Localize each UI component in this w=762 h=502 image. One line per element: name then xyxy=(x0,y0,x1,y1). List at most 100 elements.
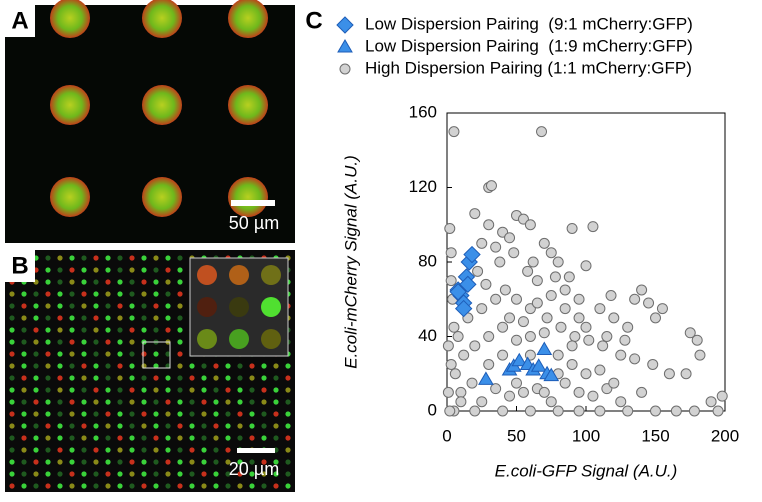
array-spot xyxy=(189,471,195,477)
array-spot xyxy=(33,435,39,441)
array-spot xyxy=(81,483,87,489)
point xyxy=(469,405,481,417)
x-tick-label: 50 xyxy=(507,426,526,445)
array-spot xyxy=(201,459,207,465)
array-spot xyxy=(45,387,51,393)
point xyxy=(688,405,700,417)
array-spot xyxy=(129,279,135,285)
array-spot xyxy=(81,411,87,417)
point xyxy=(442,340,454,352)
array-spot xyxy=(81,471,87,477)
point xyxy=(580,368,592,380)
array-spot xyxy=(117,315,123,321)
point xyxy=(545,247,557,259)
point xyxy=(594,405,606,417)
array-spot xyxy=(105,363,111,369)
array-spot xyxy=(9,315,15,321)
array-spot xyxy=(153,303,159,309)
array-spot xyxy=(33,471,39,477)
array-spot xyxy=(69,339,75,345)
array-spot xyxy=(57,351,63,357)
array-spot xyxy=(21,435,27,441)
array-spot xyxy=(141,303,147,309)
array-spot xyxy=(57,327,63,333)
array-spot xyxy=(9,291,15,297)
array-spot xyxy=(189,447,195,453)
array-spot xyxy=(81,315,87,321)
point xyxy=(566,222,578,234)
point xyxy=(716,390,728,402)
array-spot xyxy=(165,447,171,453)
array-spot xyxy=(213,459,219,465)
point xyxy=(463,245,481,264)
point xyxy=(455,386,467,398)
point xyxy=(494,256,506,268)
array-spot xyxy=(117,339,123,345)
array-spot xyxy=(189,399,195,405)
array-spot xyxy=(153,315,159,321)
array-spot xyxy=(129,387,135,393)
array-spot xyxy=(165,363,171,369)
array-spot xyxy=(117,447,123,453)
array-spot xyxy=(57,291,63,297)
array-spot xyxy=(141,375,147,381)
array-spot xyxy=(57,279,63,285)
point xyxy=(511,334,522,346)
array-spot xyxy=(201,387,207,393)
point xyxy=(636,386,648,398)
array-spot xyxy=(117,435,123,441)
point xyxy=(569,331,581,342)
point xyxy=(531,275,543,287)
array-spot xyxy=(237,423,243,429)
point xyxy=(527,256,539,268)
array-spot xyxy=(261,363,267,369)
array-spot xyxy=(141,447,147,453)
point xyxy=(536,341,553,356)
array-spot xyxy=(33,483,39,489)
point xyxy=(448,126,460,138)
array-spot xyxy=(33,351,39,357)
array-spot xyxy=(81,303,87,309)
array-spot xyxy=(285,447,291,453)
array-spot xyxy=(141,411,147,417)
array-spot xyxy=(129,447,135,453)
scale-bar xyxy=(231,200,275,206)
array-spot xyxy=(201,363,207,369)
array-spot xyxy=(129,291,135,297)
point xyxy=(524,219,536,231)
point xyxy=(573,405,585,417)
array-spot xyxy=(21,471,27,477)
inset-spot xyxy=(261,265,281,285)
array-spot xyxy=(153,363,159,369)
array-spot xyxy=(273,411,279,417)
array-spot xyxy=(285,399,291,405)
point xyxy=(449,283,467,301)
array-spot xyxy=(129,303,135,309)
point xyxy=(497,405,509,417)
array-spot xyxy=(153,411,159,417)
array-spot xyxy=(153,447,159,453)
point xyxy=(483,219,495,231)
array-spot xyxy=(105,459,111,465)
array-spot xyxy=(33,411,39,417)
array-spot xyxy=(153,423,159,429)
array-spot xyxy=(273,363,279,369)
array-spot xyxy=(213,471,219,477)
array-spot xyxy=(57,303,63,309)
inset-spot xyxy=(197,297,217,317)
point xyxy=(566,358,578,370)
array-spot xyxy=(21,327,27,333)
point xyxy=(478,371,494,385)
array-spot xyxy=(69,291,75,297)
scale-text: 50 µm xyxy=(229,213,279,233)
legend-label: High Dispersion Pairing (1:1 mCherry:GFP… xyxy=(365,58,692,77)
array-spot xyxy=(45,327,51,333)
array-spot xyxy=(237,399,243,405)
array-spot xyxy=(45,267,51,273)
array-spot xyxy=(69,315,75,321)
array-spot xyxy=(249,399,255,405)
array-spot xyxy=(273,435,279,441)
cell-spot xyxy=(228,0,268,38)
point xyxy=(663,368,675,380)
array-spot xyxy=(261,411,267,417)
